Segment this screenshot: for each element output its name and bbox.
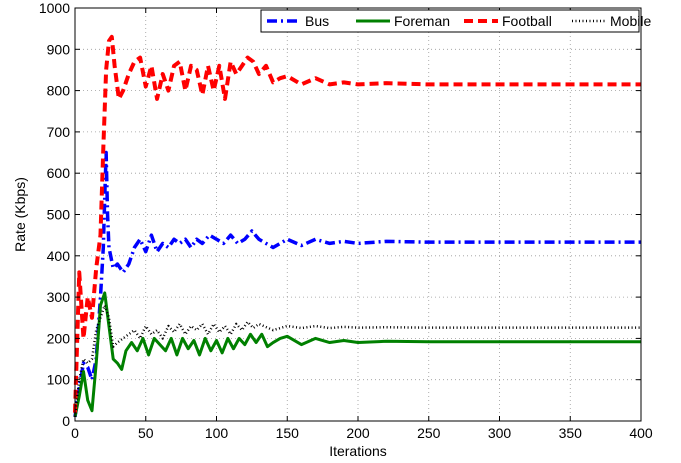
x-tick-label: 200 bbox=[346, 425, 370, 441]
y-tick-label: 600 bbox=[47, 165, 71, 181]
legend: Bus Foreman Football Mobile bbox=[260, 9, 651, 33]
x-tick-label: 300 bbox=[488, 425, 512, 441]
y-tick-label: 400 bbox=[47, 248, 71, 264]
y-tick-label: 0 bbox=[62, 413, 70, 429]
series-line-bus bbox=[73, 150, 641, 418]
x-tick-label: 250 bbox=[417, 425, 441, 441]
series-line-foreman bbox=[73, 291, 641, 418]
legend-label-football: Football bbox=[502, 13, 552, 29]
x-tick-label: 350 bbox=[559, 425, 583, 441]
y-tick-label: 700 bbox=[47, 124, 71, 140]
series-line-mobile bbox=[73, 304, 641, 418]
y-tick-label: 500 bbox=[47, 207, 71, 223]
series-lines bbox=[73, 34, 641, 418]
y-tick-label: 200 bbox=[47, 330, 71, 346]
legend-box bbox=[260, 9, 640, 33]
y-tick-label: 900 bbox=[47, 41, 71, 57]
x-tick-label: 400 bbox=[629, 425, 653, 441]
y-tick-label: 1000 bbox=[39, 0, 70, 16]
legend-label-foreman: Foreman bbox=[394, 13, 450, 29]
legend-label-mobile: Mobile bbox=[610, 13, 651, 29]
y-tick-label: 800 bbox=[47, 83, 71, 99]
x-tick-label: 150 bbox=[276, 425, 300, 441]
x-tick-label: 100 bbox=[205, 425, 229, 441]
legend-label-bus: Bus bbox=[305, 13, 329, 29]
y-axis-label: Rate (Kbps) bbox=[12, 177, 28, 252]
x-tick-label: 0 bbox=[71, 425, 79, 441]
series-line-football bbox=[73, 34, 641, 413]
x-tick-label: 50 bbox=[138, 425, 154, 441]
y-tick-label: 100 bbox=[47, 372, 71, 388]
grid bbox=[75, 8, 641, 421]
y-tick-label: 300 bbox=[47, 289, 71, 305]
x-axis-label: Iterations bbox=[329, 443, 387, 459]
